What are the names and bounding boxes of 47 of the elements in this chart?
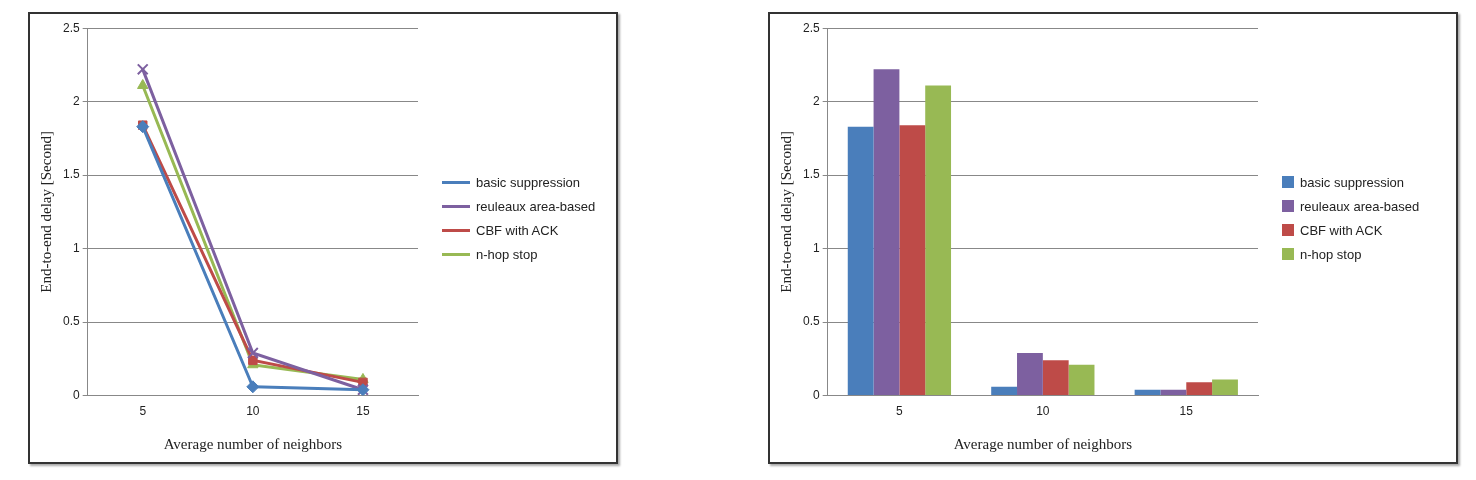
point	[137, 79, 149, 90]
legend-label: CBF with ACK	[1300, 222, 1383, 238]
point	[136, 120, 150, 134]
y-tick-label: 2.5	[62, 20, 80, 35]
point	[246, 380, 260, 394]
bar	[1160, 389, 1187, 396]
bar	[1186, 382, 1213, 396]
x-tick-label: 5	[896, 404, 904, 419]
y-tick-label: 0	[812, 387, 820, 402]
legend-label: CBF with ACK	[476, 222, 559, 238]
legend-label: basic suppression	[476, 174, 581, 190]
legend-label: n-hop stop	[1300, 246, 1362, 262]
legend-label: basic suppression	[1300, 174, 1405, 190]
x-tick-label: 15	[356, 404, 370, 419]
y-axis-title: End-to-end delay [Second]	[777, 131, 794, 293]
y-tick-label: 1.5	[62, 167, 80, 182]
y-tick-label: 1	[812, 240, 820, 255]
y-tick-label: 2.5	[802, 20, 820, 35]
y-tick-label: 2	[72, 93, 80, 108]
bar	[899, 125, 926, 396]
y-tick-label: 1.5	[802, 167, 820, 182]
point	[136, 63, 149, 76]
y-axis-title: End-to-end delay [Second]	[37, 131, 54, 293]
bar	[1017, 352, 1043, 396]
y-tick-label: 0.5	[802, 314, 820, 329]
bar	[1212, 379, 1238, 396]
x-tick-label: 10	[246, 404, 260, 419]
bar	[873, 69, 900, 396]
legend-label: reuleaux area-based	[1300, 198, 1420, 214]
x-tick-label: 5	[139, 404, 147, 419]
x-axis-title: Average number of neighbors	[163, 435, 343, 452]
bar	[925, 85, 952, 396]
y-tick-label: 1	[72, 240, 80, 255]
x-tick-label: 15	[1179, 404, 1194, 419]
legend-label: n-hop stop	[476, 246, 538, 262]
point	[246, 347, 259, 359]
y-tick-label: 0	[72, 387, 80, 402]
bar	[1068, 364, 1095, 396]
bar	[847, 126, 874, 396]
y-tick-label: 2	[812, 93, 820, 108]
x-axis-title: Average number of neighbors	[953, 435, 1133, 452]
bar	[1134, 389, 1161, 396]
legend-label: reuleaux area-based	[476, 198, 596, 214]
bar	[1042, 360, 1069, 396]
bar	[991, 386, 1018, 396]
y-tick-label: 0.5	[62, 314, 80, 329]
x-tick-label: 10	[1036, 404, 1050, 419]
